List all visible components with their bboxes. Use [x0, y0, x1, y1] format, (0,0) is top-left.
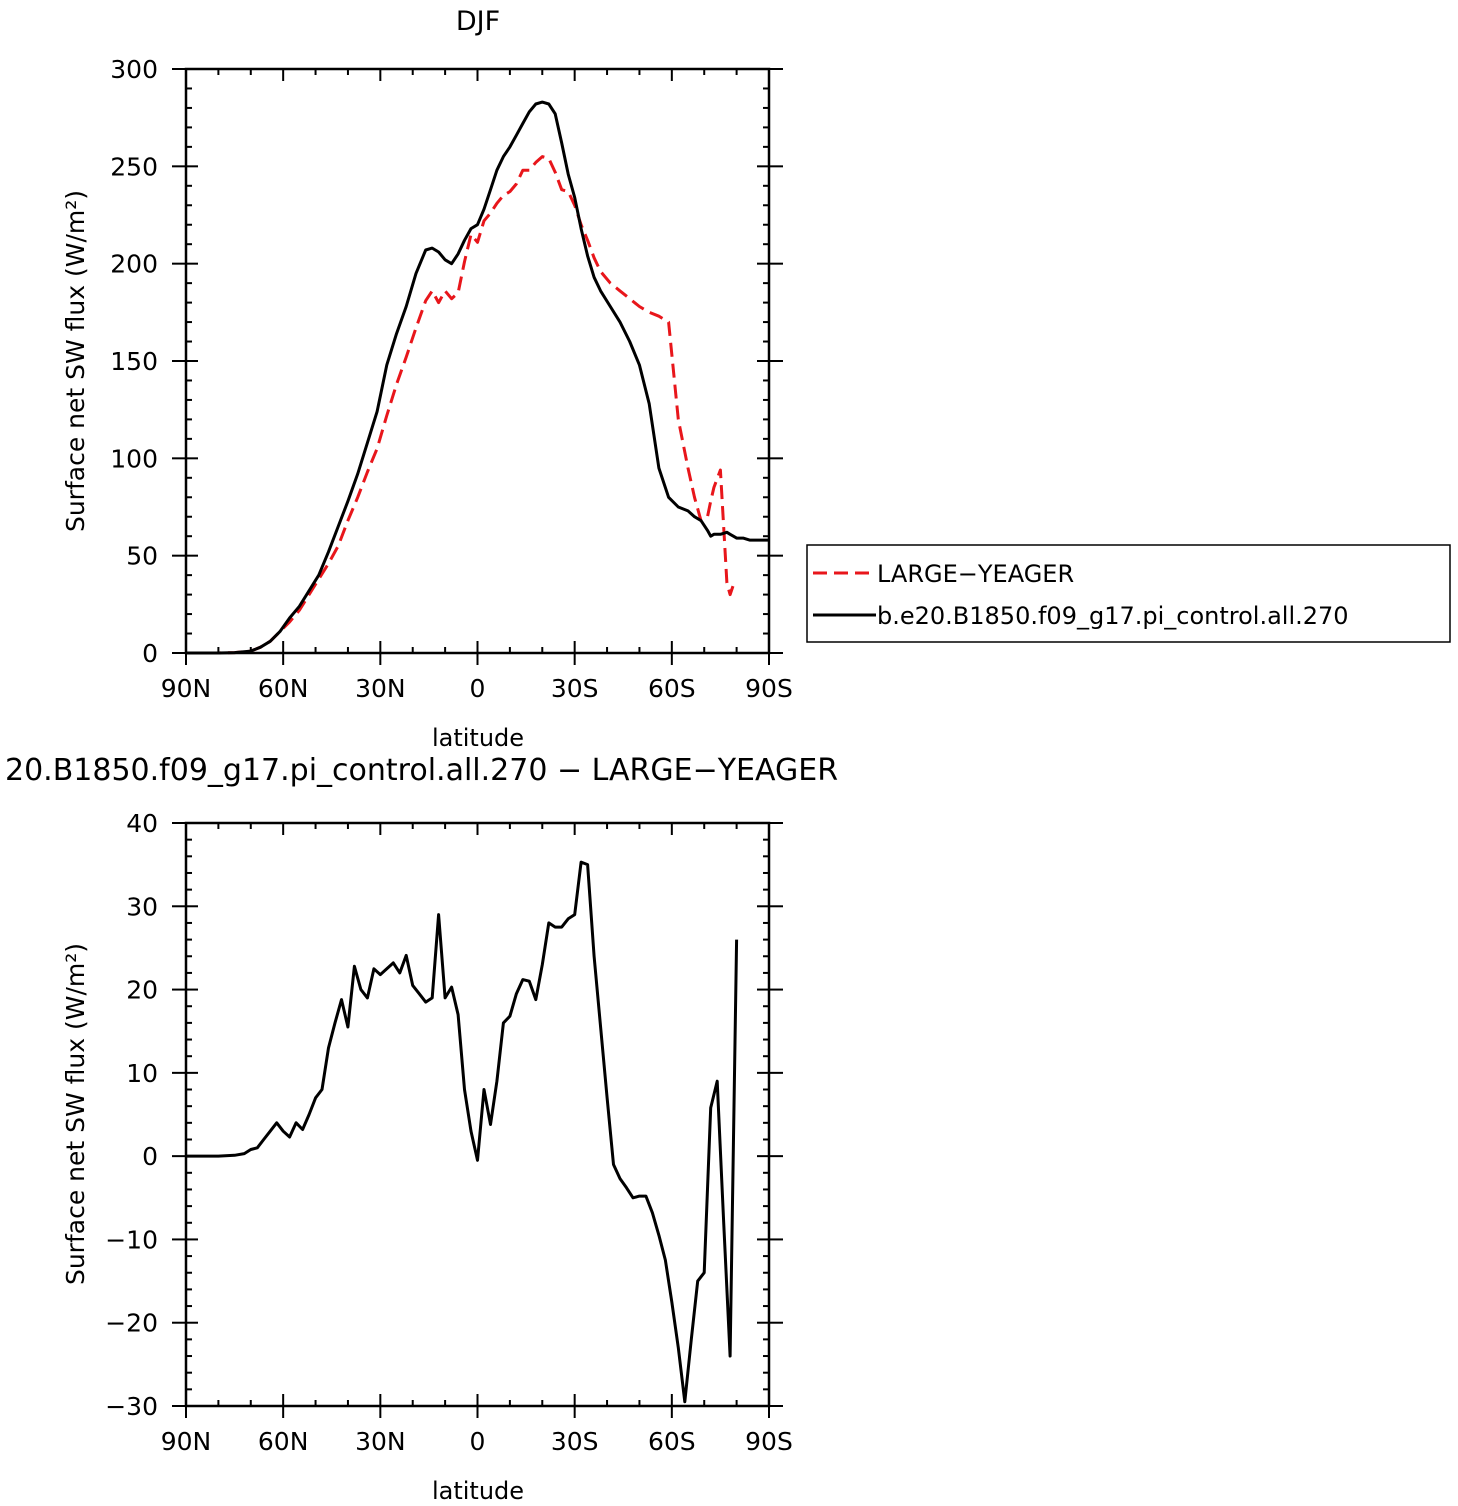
bottom-x-tick-label: 90N [161, 1427, 212, 1456]
bottom-x-tick-label: 30N [355, 1427, 406, 1456]
top-x-tick-label: 60S [648, 674, 696, 703]
bottom-y-axis: −30 −20 −10 0 10 20 30 40 [105, 809, 783, 1421]
top-y-tick-label: 150 [110, 347, 158, 376]
bottom-chart-title: 20.B1850.f09_g17.pi_control.all.270 − LA… [5, 753, 838, 788]
bottom-plot-frame [184, 821, 771, 1408]
top-x-tick-label: 60N [258, 674, 309, 703]
top-plot-clip-group [186, 100, 769, 655]
top-y-tick-label: 50 [126, 542, 158, 571]
bottom-y-tick-label: 0 [142, 1142, 158, 1171]
bottom-x-tick-label: 60N [258, 1427, 309, 1456]
top-series-line-1 [186, 100, 769, 655]
bottom-y-tick-label: 30 [126, 892, 158, 921]
top-y-tick-label: 250 [110, 152, 158, 181]
bottom-x-tick-label: 60S [648, 1427, 696, 1456]
bottom-y-tick-label: 20 [126, 976, 158, 1005]
bottom-x-tick-label: 0 [470, 1427, 486, 1456]
top-x-axis-label: latitude [432, 724, 524, 752]
legend: LARGE−YEAGER b.e20.B1850.f09_g17.pi_cont… [806, 544, 1451, 643]
top-plot-frame [184, 67, 771, 655]
bottom-y-tick-label: 10 [126, 1059, 158, 1088]
bottom-y-tick-label: −20 [105, 1309, 158, 1338]
bottom-series-line-0 [186, 860, 739, 1404]
top-y-tick-label: 300 [110, 55, 158, 84]
top-chart-title: DJF [456, 6, 500, 37]
bottom-y-tick-label: 40 [126, 809, 158, 838]
bottom-x-tick-label: 30S [551, 1427, 599, 1456]
bottom-panel: 20.B1850.f09_g17.pi_control.all.270 − LA… [5, 753, 838, 1505]
top-y-axis-label: Surface net SW flux (W/m²) [61, 190, 90, 532]
top-y-axis: 0 50 100 150 200 250 300 [110, 55, 783, 668]
top-x-tick-label: 0 [470, 674, 486, 703]
top-x-tick-label: 90N [161, 674, 212, 703]
top-x-axis: 90N 60N 30N 0 30S 60S 90S [161, 69, 793, 703]
bottom-x-tick-label: 90S [745, 1427, 793, 1456]
top-y-tick-label: 200 [110, 250, 158, 279]
bottom-x-axis: 90N 60N 30N 0 30S 60S 90S [161, 823, 793, 1456]
bottom-y-tick-label: −10 [105, 1225, 158, 1254]
top-x-tick-label: 90S [745, 674, 793, 703]
top-series-line-0 [186, 155, 738, 655]
bottom-y-tick-label: −30 [105, 1392, 158, 1421]
bottom-series-group [186, 860, 739, 1404]
bottom-y-axis-label: Surface net SW flux (W/m²) [61, 943, 90, 1285]
legend-label-control: b.e20.B1850.f09_g17.pi_control.all.270 [877, 602, 1349, 630]
top-x-tick-label: 30N [355, 674, 406, 703]
top-x-tick-label: 30S [551, 674, 599, 703]
top-panel: DJF 90N 60N 30N 0 30S 60S 90S 0 50 100 150 200 250 3… [61, 6, 1451, 752]
legend-label-large-yeager: LARGE−YEAGER [877, 560, 1074, 588]
top-y-tick-label: 0 [142, 639, 158, 668]
bottom-x-axis-label: latitude [432, 1477, 524, 1505]
top-y-tick-label: 100 [110, 444, 158, 473]
legend-box [806, 544, 1451, 643]
